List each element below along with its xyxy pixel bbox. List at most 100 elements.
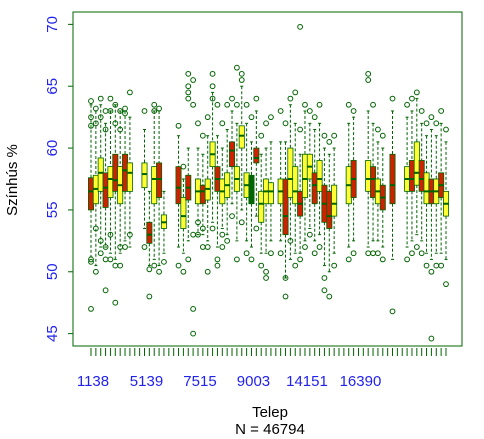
outlier-point: [413, 89, 420, 96]
outlier-point: [219, 244, 226, 250]
outlier-point: [92, 225, 99, 232]
box: [102, 172, 109, 208]
outlier-point: [268, 250, 274, 257]
outlier-point: [311, 114, 318, 121]
y-tick-label: 50: [44, 263, 61, 280]
outlier-point: [122, 105, 128, 112]
outlier-point: [297, 126, 304, 133]
box: [282, 178, 289, 236]
outlier-point: [224, 237, 231, 244]
outlier-point: [195, 219, 201, 226]
outlier-point: [112, 262, 119, 269]
outlier-point: [112, 101, 119, 108]
outlier-point: [161, 258, 167, 265]
outlier-point: [282, 275, 289, 281]
outlier-point: [302, 244, 308, 250]
box: [253, 147, 260, 164]
outlier-point: [204, 244, 211, 250]
box: [316, 160, 323, 192]
outlier-point: [117, 108, 124, 114]
outlier-point: [345, 256, 352, 263]
outlier-point: [122, 110, 128, 117]
outlier-point: [102, 244, 109, 250]
outlier-point: [433, 120, 440, 127]
plot-frame: [72, 11, 463, 347]
box: [413, 141, 420, 186]
outlier-point: [238, 219, 245, 226]
outlier-point: [88, 258, 94, 265]
outlier-point: [190, 77, 197, 83]
outlier-point: [282, 293, 289, 300]
outlier-point: [175, 262, 182, 269]
box: [97, 157, 104, 192]
outlier-point: [409, 250, 415, 257]
y-axis: 45 50 55 60 65 70: [44, 16, 73, 342]
box: [287, 147, 294, 198]
sample-size-label: N = 46794: [235, 421, 305, 438]
box: [199, 184, 206, 205]
x-tick-label: 9003: [237, 373, 270, 390]
outlier-point: [263, 268, 269, 275]
outlier-point: [112, 299, 119, 306]
outlier-point: [292, 262, 299, 269]
outlier-point: [443, 281, 449, 288]
outlier-point: [316, 244, 323, 250]
x-axis-title: Telep: [252, 404, 288, 421]
outlier-point: [190, 305, 197, 312]
outlier-point: [141, 244, 148, 250]
outlier-point: [97, 95, 104, 102]
outlier-point: [102, 108, 109, 114]
outlier-point: [321, 275, 328, 281]
outlier-point: [151, 101, 158, 108]
outlier-point: [92, 105, 99, 112]
outlier-point: [277, 108, 284, 114]
outlier-point: [277, 250, 284, 257]
outlier-point: [127, 231, 133, 238]
outlier-point: [345, 101, 352, 108]
outlier-point: [321, 287, 328, 294]
outlier-point: [209, 70, 216, 77]
outlier-point: [214, 256, 221, 263]
box: [418, 160, 425, 192]
outlier-point: [326, 138, 333, 145]
outlier-point: [428, 268, 435, 275]
box: [151, 166, 158, 205]
outlier-point: [233, 64, 240, 71]
outlier-point: [263, 120, 269, 127]
outlier-point: [185, 70, 192, 77]
outlier-point: [365, 70, 372, 77]
y-tick-label: 65: [44, 78, 61, 95]
outlier-point: [117, 262, 124, 269]
x-tick-label: 14151: [286, 373, 328, 390]
outlier-point: [146, 266, 153, 273]
outlier-point: [238, 70, 245, 77]
box: [370, 166, 377, 198]
outlier-point: [190, 231, 197, 238]
outlier-point: [282, 120, 289, 127]
outlier-point: [122, 244, 128, 250]
outlier-point: [88, 256, 94, 263]
box: [88, 177, 95, 211]
outlier-point: [107, 95, 114, 102]
outlier-point: [253, 95, 260, 102]
outlier-point: [214, 262, 221, 269]
outlier-point: [292, 89, 299, 96]
box: [229, 141, 236, 168]
outlier-point: [117, 126, 124, 133]
box: [146, 221, 153, 244]
box: [311, 172, 318, 205]
outlier-point: [258, 262, 265, 269]
outlier-point: [302, 101, 308, 108]
outlier-point: [92, 120, 99, 127]
outlier-point: [107, 256, 114, 263]
outlier-point: [209, 83, 216, 90]
outlier-point: [370, 101, 376, 108]
outlier-point: [214, 101, 221, 108]
outlier-point: [321, 132, 328, 139]
outlier-point: [443, 126, 449, 133]
box: [141, 162, 148, 189]
outlier-point: [190, 330, 197, 337]
outlier-point: [141, 108, 148, 114]
outlier-point: [185, 95, 192, 102]
outlier-point: [326, 293, 333, 300]
